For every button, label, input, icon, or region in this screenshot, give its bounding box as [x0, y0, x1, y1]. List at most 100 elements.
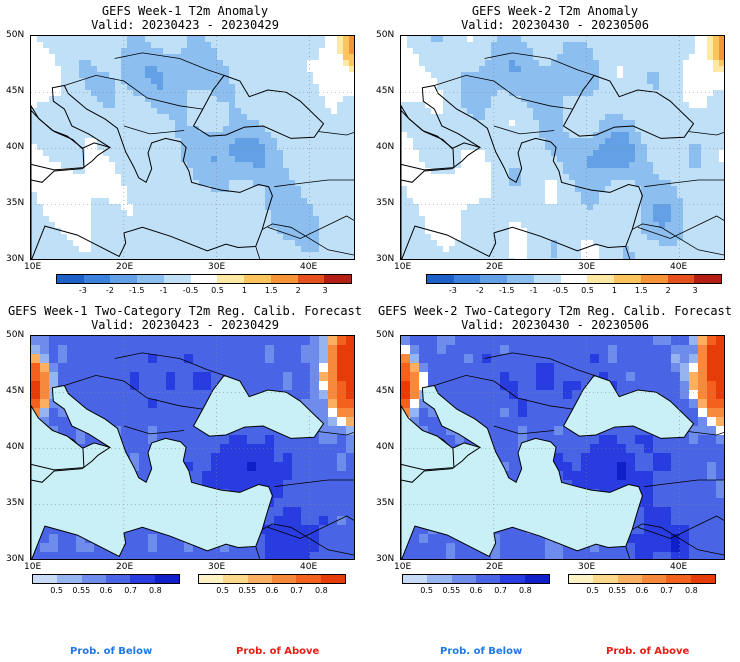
colorbar-swatch — [320, 575, 345, 583]
colorbar-label: 0.7 — [660, 586, 674, 595]
colorbar-label: 0.5 — [586, 586, 600, 595]
lat-tick-label: 45N — [6, 386, 25, 396]
map-canvas — [31, 336, 354, 559]
lat-tick-label: 50N — [376, 330, 395, 340]
colorbar-swatch — [694, 275, 722, 283]
colorbar-swatch — [587, 275, 615, 283]
colorbar-swatch — [105, 575, 131, 583]
lon-tick-label: 40E — [670, 262, 688, 272]
colorbar-label: -2 — [475, 286, 484, 295]
country-border — [493, 125, 555, 135]
country-border — [114, 352, 225, 376]
lat-tick-label: 30N — [6, 254, 25, 264]
lat-tick-label: 45N — [376, 386, 395, 396]
colorbar-label: 0.8 — [314, 586, 328, 595]
colorbar-label: 0.55 — [72, 586, 91, 595]
country-border — [434, 374, 573, 410]
lat-tick-label: 45N — [376, 86, 395, 96]
country-border — [274, 479, 354, 488]
below-colorbar — [32, 574, 180, 584]
colorbar-label: 0.55 — [608, 586, 627, 595]
colorbar-label: 0.7 — [290, 586, 304, 595]
legend-prob-above: Prob. of Above — [606, 646, 690, 657]
colorbar-swatch — [57, 575, 82, 583]
colorbar-label: 0.6 — [635, 586, 649, 595]
anomaly-colorbar — [426, 274, 722, 284]
lon-tick-label: 40E — [670, 562, 688, 572]
lat-tick-label: 35N — [376, 198, 395, 208]
colorbar-swatch — [83, 275, 111, 283]
country-border — [484, 352, 595, 376]
lat-tick-label: 40N — [376, 442, 395, 452]
coastline — [192, 74, 325, 139]
colorbar-swatch — [475, 575, 501, 583]
lat-tick-label: 50N — [376, 30, 395, 40]
country-border — [123, 425, 185, 435]
coastline — [562, 74, 695, 139]
country-border — [434, 74, 573, 110]
anomaly-map — [400, 35, 725, 260]
colorbar-swatch — [57, 275, 84, 283]
country-border — [123, 125, 185, 135]
country-border — [688, 431, 724, 436]
panel-week2-anomaly: GEFS Week-2 T2m Anomaly Valid: 20230430 … — [370, 0, 740, 300]
panel-valid-dates: Valid: 20230423 - 20230429 — [91, 18, 279, 32]
colorbar-label: 0.5 — [216, 586, 230, 595]
panel-valid-dates: Valid: 20230430 - 20230506 — [461, 18, 649, 32]
colorbar-swatch — [199, 575, 224, 583]
colorbar-swatch — [640, 275, 668, 283]
lat-tick-label: 40N — [6, 142, 25, 152]
probability-map — [400, 335, 725, 560]
colorbar-swatch — [641, 575, 667, 583]
above-colorbar — [198, 574, 346, 584]
colorbar-label: 3 — [322, 286, 328, 295]
lon-tick-label: 10E — [394, 262, 412, 272]
colorbar-label: 1.5 — [634, 286, 648, 295]
country-border — [484, 52, 595, 76]
colorbar-swatch — [154, 575, 179, 583]
colorbar-swatch — [690, 575, 715, 583]
lon-tick-label: 30E — [208, 262, 226, 272]
colorbar-swatch — [271, 575, 297, 583]
lat-tick-label: 50N — [6, 30, 25, 40]
lon-tick-label: 20E — [116, 262, 134, 272]
colorbar-label: 0.55 — [442, 586, 461, 595]
colorbar-label: 1 — [241, 286, 247, 295]
map-canvas — [31, 36, 354, 259]
colorbar-label: 0.6 — [99, 586, 113, 595]
lat-tick-label: 35N — [6, 498, 25, 508]
country-border — [267, 515, 354, 539]
colorbar-label: 2 — [665, 286, 671, 295]
colorbar-swatch — [500, 575, 525, 583]
colorbar-label: 2 — [295, 286, 301, 295]
country-border — [688, 131, 724, 136]
country-border — [625, 546, 631, 559]
lat-tick-label: 30N — [6, 554, 25, 564]
country-border — [637, 515, 724, 539]
country-border — [64, 374, 203, 410]
above-colorbar — [568, 574, 716, 584]
panel-title: GEFS Week-1 Two-Category T2m Reg. Calib.… — [7, 304, 362, 318]
lat-tick-label: 35N — [6, 198, 25, 208]
lon-tick-label: 30E — [578, 262, 596, 272]
colorbar-label: 0.5 — [211, 286, 224, 295]
colorbar-label: 0.6 — [469, 586, 483, 595]
panel-week1-probability: GEFS Week-1 Two-Category T2m Reg. Calib.… — [0, 300, 370, 600]
colorbar-swatch — [324, 275, 352, 283]
country-border — [644, 479, 724, 488]
colorbar-label: 0.7 — [124, 586, 138, 595]
colorbar-label: -1.5 — [128, 286, 145, 295]
colorbar-label: -0.5 — [182, 286, 199, 295]
lat-tick-label: 35N — [376, 498, 395, 508]
lon-tick-label: 30E — [578, 562, 596, 572]
panel-title: GEFS Week-2 T2m Anomaly — [471, 4, 639, 18]
colorbar-swatch — [480, 275, 508, 283]
map-canvas — [401, 36, 724, 259]
colorbar-label: -1.5 — [498, 286, 515, 295]
colorbar-label: -0.5 — [552, 286, 569, 295]
colorbar-swatch — [297, 275, 325, 283]
lon-tick-label: 10E — [24, 262, 42, 272]
colorbar-swatch — [190, 275, 218, 283]
country-border — [632, 223, 724, 256]
lon-tick-label: 20E — [486, 562, 504, 572]
